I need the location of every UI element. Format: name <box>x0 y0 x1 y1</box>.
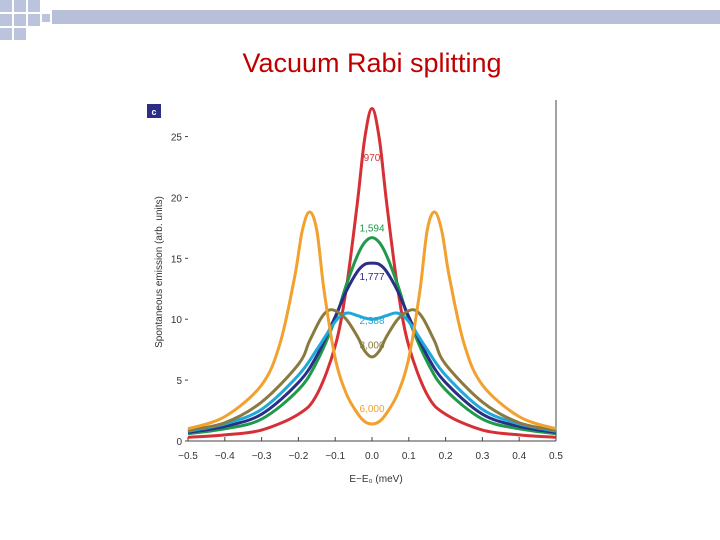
y-tick-label: 25 <box>171 133 183 144</box>
series-line-6000 <box>187 210 557 431</box>
x-tick-label: 0.4 <box>512 451 526 462</box>
corner-decoration <box>0 0 720 40</box>
x-axis-label: E−E₀ (meV) <box>349 474 402 485</box>
corner-square <box>0 28 12 40</box>
series-labels: 970 1,594 1,777 2,388 3,000 6,000 <box>359 153 384 415</box>
series-label-1777: 1,777 <box>359 272 384 283</box>
corner-square <box>42 14 50 22</box>
panel-letter: c <box>151 107 156 117</box>
corner-squares <box>0 0 50 40</box>
corner-square <box>28 14 40 26</box>
y-tick-label: 5 <box>176 376 182 387</box>
x-tick-label: 0.0 <box>365 451 379 462</box>
series-label-3000: 3,000 <box>359 340 384 351</box>
x-tick-label: −0.1 <box>325 451 345 462</box>
x-tick-label: −0.5 <box>178 451 198 462</box>
series-label-1594: 1,594 <box>359 224 384 235</box>
y-axis: 0 5 10 15 20 25 <box>171 133 188 448</box>
y-tick-label: 20 <box>171 193 183 204</box>
corner-square <box>14 14 26 26</box>
corner-bar <box>52 10 720 24</box>
x-tick-label: −0.2 <box>289 451 309 462</box>
corner-square <box>0 0 12 12</box>
x-tick-label: 0.3 <box>475 451 489 462</box>
series-label-970: 970 <box>364 153 381 164</box>
x-tick-label: −0.4 <box>215 451 235 462</box>
y-tick-label: 0 <box>176 437 182 448</box>
x-tick-label: 0.2 <box>439 451 453 462</box>
panel-letter-box <box>147 104 161 118</box>
x-tick-label: −0.3 <box>252 451 272 462</box>
y-axis-label: Spontaneous emission (arb. units) <box>154 196 165 348</box>
series-label-6000: 6,000 <box>359 404 384 415</box>
series-line-1594 <box>187 236 557 436</box>
x-tick-label: 0.1 <box>402 451 416 462</box>
y-tick-label: 15 <box>171 254 183 265</box>
corner-square <box>0 14 12 26</box>
corner-square <box>28 0 40 12</box>
corner-square <box>14 28 26 40</box>
plot-frame <box>188 100 557 442</box>
series-line-1777 <box>187 261 557 434</box>
series-line-3000 <box>187 308 557 432</box>
series-line-2388 <box>187 311 557 433</box>
y-tick-label: 10 <box>171 315 183 326</box>
series-line-970 <box>187 107 557 439</box>
slide-title: Vacuum Rabi splitting <box>242 48 502 78</box>
corner-square <box>14 0 26 12</box>
x-axis: −0.5 −0.4 −0.3 −0.2 −0.1 0.0 0.1 0.2 0.3 0.4 0.5 <box>178 437 563 462</box>
series-lines <box>187 107 557 439</box>
series-label-2388: 2,388 <box>359 316 384 327</box>
x-tick-label: 0.5 <box>549 451 563 462</box>
